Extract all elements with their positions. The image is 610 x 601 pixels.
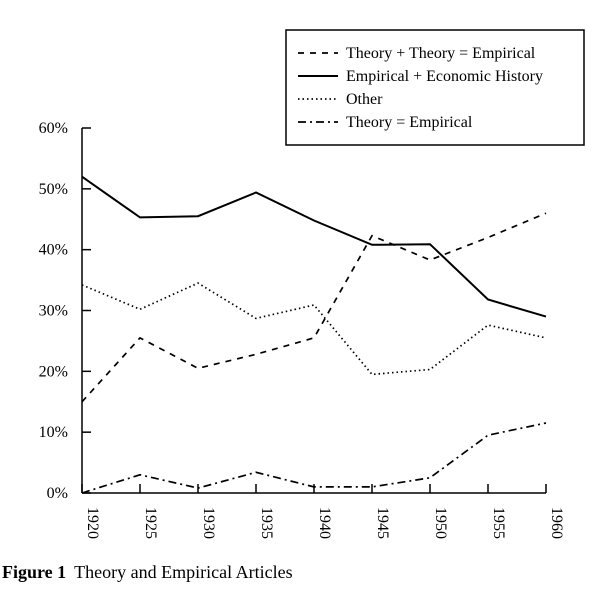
legend-label-3: Other (346, 91, 383, 108)
legend-label-1: Theory + Theory = Empirical (346, 45, 536, 62)
x-tick-label: 1945 (374, 507, 391, 539)
legend-box (285, 29, 585, 146)
chart-legend: Theory + Theory = Empirical Empirical + E… (285, 29, 585, 146)
chart-series (81, 175, 547, 494)
series-line-2 (81, 175, 547, 318)
legend-label-4: Theory = Empirical (346, 114, 473, 131)
figure-number: Figure 1 (2, 562, 67, 582)
x-tick-label: 1960 (548, 507, 565, 539)
x-tick-label: 1955 (490, 507, 507, 539)
y-tick-label: 60% (39, 120, 68, 137)
figure-caption: Figure 1 Theory and Empirical Articles (2, 562, 293, 583)
y-tick-label: 50% (39, 181, 68, 198)
x-tick-label: 1940 (316, 507, 333, 539)
y-tick-label: 20% (39, 363, 68, 380)
y-tick-label: 40% (39, 242, 68, 259)
x-tick-label: 1920 (84, 507, 101, 539)
x-tick-label: 1930 (200, 507, 217, 539)
y-tick-label: 30% (39, 303, 68, 320)
series-line-4 (81, 422, 547, 494)
x-tick-label: 1950 (432, 507, 449, 539)
series-line-1 (81, 212, 547, 403)
series-line-3 (81, 282, 547, 376)
legend-label-2: Empirical + Economic History (346, 68, 543, 85)
y-tick-label: 0% (47, 485, 68, 502)
x-tick-label: 1935 (258, 507, 275, 539)
figure-caption-text: Theory and Empirical Articles (74, 562, 293, 582)
y-tick-label: 10% (39, 424, 68, 441)
chart-axes: 0% 10% 20% 30% 40% 50% 60% 1920 1925 1930 1935 1940… (39, 120, 565, 539)
x-tick-label: 1925 (142, 507, 159, 539)
